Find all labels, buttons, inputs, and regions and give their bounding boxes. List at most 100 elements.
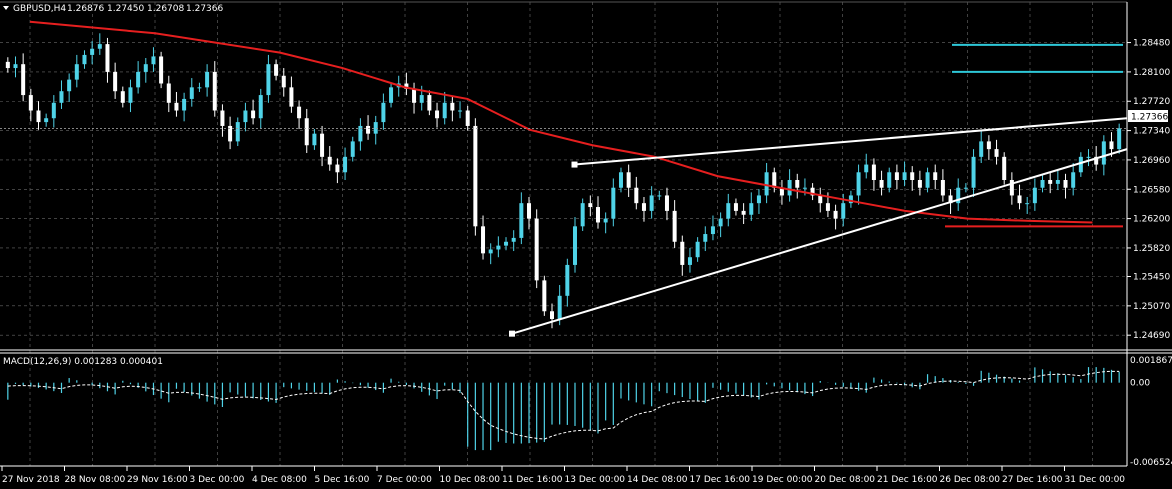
price-axis: 1.28480 1.28100 1.27720 1.27340 1.26960 1.265…: [1127, 39, 1170, 341]
time-axis: 27 Nov 2018 28 Nov 08:00 29 Nov 16:00 3 Dec…: [1, 466, 1126, 485]
candle-bear: [28, 95, 33, 111]
candle-bull: [442, 102, 447, 119]
trendline-layer: [509, 117, 1128, 337]
candle-bear: [5, 61, 10, 69]
candle-bull: [848, 195, 853, 204]
macd-label: MACD(12,26,9) 0.001283 0.000401: [3, 357, 163, 367]
candle-bull: [266, 64, 271, 96]
time-tick-label: 21 Dec 16:00: [877, 475, 938, 485]
candle-bull: [1032, 187, 1037, 204]
candle-bear: [105, 44, 110, 72]
candle-bear: [427, 95, 432, 111]
price-tick-label: 1.26580: [1133, 185, 1170, 195]
candle-bear: [894, 172, 899, 180]
candle-bull: [44, 118, 49, 123]
candle-bear: [818, 195, 823, 204]
candle-bull: [458, 110, 463, 112]
candle-bear: [672, 210, 677, 242]
candle-bear: [36, 110, 41, 123]
candle-bull: [504, 241, 509, 246]
candle-bear: [825, 203, 830, 211]
candle-bear: [1002, 156, 1007, 180]
time-tick-label: 26 Dec 08:00: [940, 475, 1001, 485]
candle-bear: [251, 110, 256, 119]
candle-bull: [864, 164, 869, 173]
macd-signal-line: [7, 370, 1120, 440]
candle-bear: [1017, 195, 1022, 204]
price-tick-label: 1.27340: [1133, 127, 1170, 137]
candle-bull: [979, 141, 984, 157]
candle-bull: [887, 172, 892, 188]
candle-bear: [741, 210, 746, 215]
candle-bear: [1063, 180, 1068, 188]
price-tick-label: 1.28100: [1133, 68, 1170, 78]
candle-bull: [197, 87, 202, 89]
candle-bear: [833, 210, 838, 219]
candle-bull: [419, 95, 424, 103]
candle-bear: [297, 106, 302, 119]
dropdown-triangle-icon[interactable]: [3, 6, 9, 10]
price-tick-label: 1.26200: [1133, 215, 1170, 225]
candle-bear: [810, 187, 815, 196]
candle-bull: [649, 195, 654, 211]
time-tick-label: 31 Dec 00:00: [1065, 475, 1126, 485]
macd-tick-label: 0.00: [1130, 379, 1150, 389]
candle-bear: [281, 75, 286, 88]
ohlc-close: 1.27366: [186, 4, 223, 14]
price-tick-label: 1.27720: [1133, 97, 1170, 107]
candle-bull: [151, 56, 156, 65]
candle-bear: [1109, 141, 1114, 150]
time-tick-label: 19 Dec 00:00: [752, 475, 813, 485]
candle-bear: [220, 110, 225, 126]
candle-bull: [1101, 141, 1106, 165]
moving-average-layer: [29, 20, 1093, 224]
price-tick-label: 1.25820: [1133, 244, 1170, 254]
candle-bear: [948, 195, 953, 204]
price-tick-label: 1.24690: [1133, 331, 1170, 341]
candle-bear: [120, 91, 125, 103]
candle-bear: [879, 180, 884, 188]
candle-bull: [841, 203, 846, 219]
candle-bear: [166, 83, 171, 103]
candle-bull: [205, 71, 210, 88]
time-tick-label: 28 Nov 08:00: [65, 475, 126, 485]
candle-bull: [687, 257, 692, 265]
candle-bull: [580, 203, 585, 227]
candle-bear: [274, 64, 279, 76]
macd-tick-label: -0.006524: [1130, 458, 1172, 468]
candle-bull: [572, 226, 577, 265]
candle-bull: [488, 249, 493, 254]
trendline-anchor: [571, 161, 578, 168]
candle-bear: [304, 118, 309, 146]
candle-bull: [565, 264, 570, 296]
candle-bear: [626, 172, 631, 188]
candle-bear: [910, 172, 915, 180]
candle-bull: [764, 172, 769, 196]
candle-bull: [136, 71, 141, 88]
candle-bull: [703, 234, 708, 242]
candle-bear: [212, 71, 217, 111]
candle-bear: [542, 280, 547, 312]
candle-bear: [481, 226, 486, 254]
candle-bear: [680, 241, 685, 265]
candle-bull: [358, 125, 363, 142]
candle-bull: [13, 64, 18, 69]
candle-bull: [1071, 172, 1076, 188]
candle-bull: [97, 44, 102, 49]
candle-bull: [726, 203, 731, 219]
macd-axis: 0.001867 0.00 -0.006524: [1130, 356, 1172, 468]
time-tick-label: 10 Dec 08:00: [440, 475, 501, 485]
candle-bull: [312, 133, 317, 146]
moving-average-line: [29, 20, 1093, 224]
candle-bull: [243, 110, 248, 123]
candle-bull: [749, 203, 754, 215]
candle-bull: [925, 172, 930, 188]
candle-bear: [113, 71, 118, 92]
candle-bull: [189, 87, 194, 99]
candle-bear: [1009, 180, 1014, 196]
candle-bear: [473, 125, 478, 227]
horizontal-levels: [0, 43, 1127, 228]
candle-bear: [465, 110, 470, 126]
time-tick-label: 13 Dec 00:00: [565, 475, 626, 485]
